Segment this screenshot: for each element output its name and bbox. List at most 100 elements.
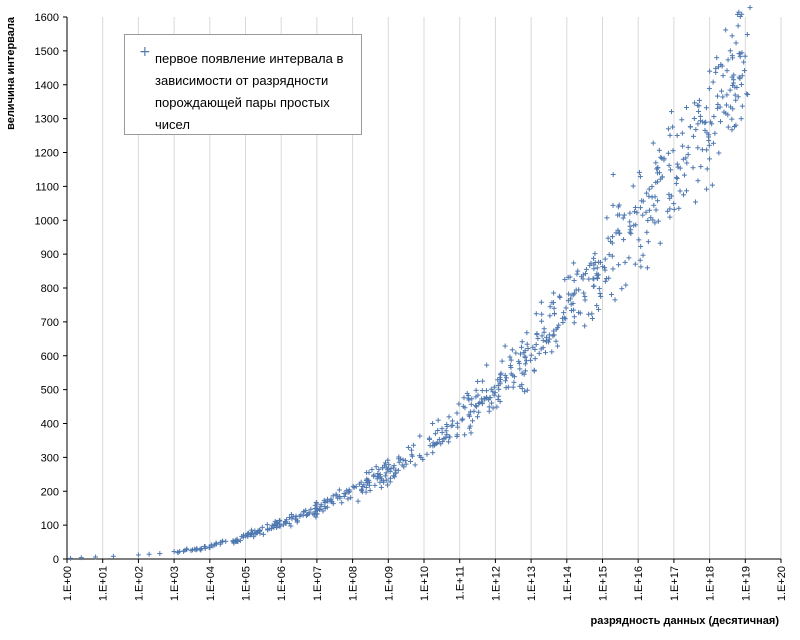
data-point (367, 488, 373, 494)
data-point (610, 172, 616, 178)
data-point (610, 202, 616, 208)
data-point (424, 451, 430, 457)
data-point (590, 276, 596, 282)
data-point (739, 73, 745, 79)
data-point (567, 296, 573, 302)
y-tick-label: 700 (41, 317, 59, 329)
data-point (680, 156, 686, 162)
data-point (393, 467, 399, 473)
y-tick-label: 1100 (35, 181, 59, 193)
data-point (272, 521, 278, 527)
data-point (468, 430, 474, 436)
data-point (535, 335, 541, 341)
data-point (679, 117, 685, 123)
data-point (436, 436, 442, 442)
x-tick-label: 1.E+03 (169, 566, 181, 601)
x-tick-label: 1.E+01 (98, 566, 110, 601)
data-point (742, 53, 748, 59)
data-point (382, 473, 388, 479)
x-tick-label: 1.E+07 (312, 566, 324, 601)
data-point (375, 471, 381, 477)
data-point (383, 470, 389, 476)
data-point (670, 148, 676, 154)
data-point (695, 145, 701, 151)
data-point (714, 93, 720, 99)
data-point (487, 395, 493, 401)
data-point (496, 386, 502, 392)
data-point (208, 542, 214, 548)
data-point (609, 234, 615, 240)
data-point (494, 404, 500, 410)
data-point (566, 291, 572, 297)
data-point (697, 113, 703, 119)
data-point (576, 287, 582, 293)
data-point (450, 422, 456, 428)
data-point (561, 315, 567, 321)
y-tick-label: 300 (41, 452, 59, 464)
data-point (729, 82, 735, 88)
data-point (243, 533, 249, 539)
data-point (182, 547, 188, 553)
data-point (704, 166, 710, 172)
data-point (551, 305, 557, 311)
data-point (655, 198, 661, 204)
data-point (685, 151, 691, 157)
data-point (524, 387, 530, 393)
data-point (586, 311, 592, 317)
data-point (399, 462, 405, 468)
y-tick-label: 1300 (35, 114, 59, 126)
data-point (269, 522, 275, 528)
data-point (345, 496, 351, 502)
data-point (684, 105, 690, 111)
data-point (741, 59, 747, 65)
data-point (247, 531, 253, 537)
data-point (697, 118, 703, 124)
data-point (546, 332, 552, 338)
data-point (714, 105, 720, 111)
data-point (253, 530, 259, 536)
data-point (606, 252, 612, 258)
data-point (403, 461, 409, 467)
data-point (359, 489, 365, 495)
data-point (387, 479, 393, 485)
data-point (591, 283, 597, 289)
x-tick-label: 1.E+16 (633, 566, 645, 601)
data-point (473, 387, 479, 393)
data-point (378, 484, 384, 490)
data-point (400, 457, 406, 463)
data-point (627, 210, 633, 216)
data-point (638, 264, 644, 270)
x-tick-label: 1.E+02 (133, 566, 145, 601)
data-point (665, 150, 671, 156)
data-point (716, 150, 722, 156)
data-point (498, 370, 504, 376)
data-point (683, 188, 689, 194)
data-point (734, 84, 740, 90)
data-point (533, 342, 539, 348)
data-point (706, 142, 712, 148)
data-point (336, 487, 342, 493)
data-point (521, 350, 527, 356)
data-point (550, 333, 556, 339)
data-point (616, 212, 622, 218)
data-point (467, 413, 473, 419)
data-point (739, 103, 745, 109)
data-point (363, 484, 369, 490)
data-point (157, 551, 163, 557)
data-point (574, 271, 580, 277)
data-point (729, 116, 735, 122)
data-point (177, 548, 183, 554)
data-point (723, 102, 729, 108)
data-point (441, 435, 447, 441)
data-point (644, 190, 650, 196)
data-point (671, 201, 677, 207)
data-point (528, 352, 534, 358)
data-point (356, 481, 362, 487)
x-tick-label: 1.E+12 (490, 566, 502, 601)
data-point (571, 320, 577, 326)
data-point (627, 223, 633, 229)
data-point (381, 479, 387, 485)
data-point (589, 315, 595, 321)
data-point (171, 549, 177, 555)
data-point (714, 55, 720, 61)
